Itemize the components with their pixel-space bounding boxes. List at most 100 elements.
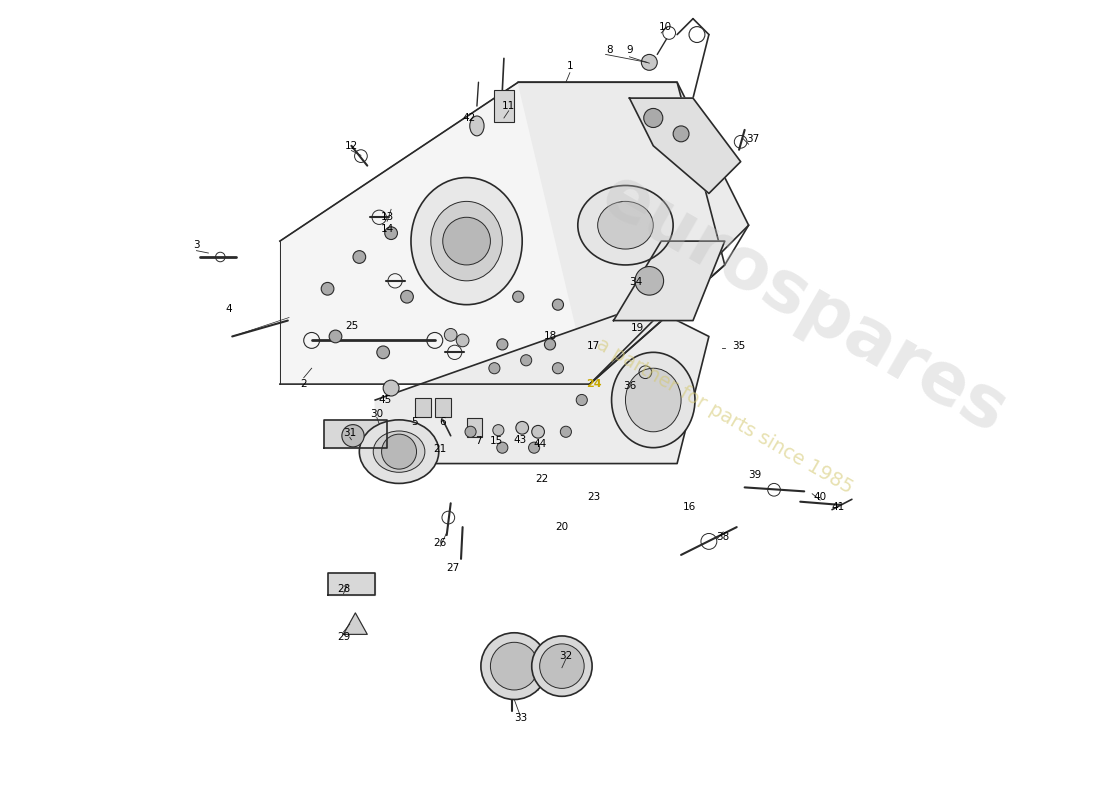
Text: 19: 19 (630, 323, 644, 334)
Circle shape (400, 290, 414, 303)
Text: eurospares: eurospares (590, 161, 1020, 449)
Polygon shape (328, 573, 375, 594)
Text: 20: 20 (556, 522, 569, 532)
Text: 28: 28 (337, 584, 350, 594)
Circle shape (383, 380, 399, 396)
Circle shape (443, 218, 491, 265)
Circle shape (576, 394, 587, 406)
Circle shape (520, 354, 531, 366)
Polygon shape (375, 305, 708, 463)
Text: 3: 3 (194, 240, 200, 250)
Text: 25: 25 (344, 321, 358, 331)
Text: 18: 18 (543, 331, 557, 342)
Text: 36: 36 (623, 381, 636, 390)
Circle shape (377, 346, 389, 358)
Text: 2: 2 (300, 379, 307, 389)
Text: 21: 21 (433, 444, 447, 454)
Circle shape (465, 426, 476, 438)
Text: 11: 11 (502, 101, 515, 111)
Ellipse shape (626, 368, 681, 432)
Text: 26: 26 (433, 538, 447, 548)
Text: 22: 22 (536, 474, 549, 485)
Circle shape (552, 362, 563, 374)
Polygon shape (629, 98, 740, 194)
Text: 12: 12 (344, 141, 358, 150)
Circle shape (531, 426, 544, 438)
Circle shape (635, 266, 663, 295)
Circle shape (481, 633, 548, 699)
Circle shape (544, 339, 556, 350)
Text: 37: 37 (746, 134, 759, 145)
Circle shape (528, 442, 540, 454)
Text: 31: 31 (343, 428, 356, 438)
Text: 5: 5 (411, 418, 418, 427)
Ellipse shape (360, 420, 439, 483)
Ellipse shape (578, 186, 673, 265)
Circle shape (497, 339, 508, 350)
Ellipse shape (597, 202, 653, 249)
Polygon shape (343, 613, 367, 634)
Text: 38: 38 (716, 532, 729, 542)
Ellipse shape (431, 202, 503, 281)
Circle shape (560, 426, 572, 438)
Circle shape (673, 126, 689, 142)
Text: 14: 14 (381, 224, 394, 234)
Circle shape (444, 329, 458, 342)
Text: 16: 16 (682, 502, 695, 512)
Text: 39: 39 (748, 470, 761, 481)
Text: 35: 35 (733, 341, 746, 351)
Circle shape (488, 362, 499, 374)
Ellipse shape (373, 431, 425, 472)
Polygon shape (518, 82, 749, 384)
Bar (466, 418, 483, 438)
Text: 41: 41 (830, 502, 844, 512)
Text: 42: 42 (462, 113, 475, 123)
Circle shape (497, 442, 508, 454)
Text: 13: 13 (381, 212, 394, 222)
Circle shape (552, 299, 563, 310)
Circle shape (456, 334, 469, 346)
Circle shape (491, 642, 538, 690)
Ellipse shape (470, 116, 484, 136)
Text: 32: 32 (559, 651, 572, 661)
Text: 43: 43 (514, 434, 527, 445)
Text: 1: 1 (566, 62, 573, 71)
Circle shape (385, 227, 397, 239)
Text: 8: 8 (606, 46, 613, 55)
Polygon shape (279, 82, 725, 384)
Text: 44: 44 (534, 438, 547, 449)
Circle shape (329, 330, 342, 342)
Circle shape (342, 425, 364, 447)
Text: 7: 7 (475, 436, 482, 446)
Text: 10: 10 (659, 22, 672, 32)
Text: 33: 33 (514, 713, 527, 722)
Bar (415, 398, 431, 418)
Text: 30: 30 (371, 410, 384, 419)
Text: 34: 34 (629, 278, 642, 287)
Circle shape (540, 644, 584, 688)
Text: 6: 6 (439, 418, 447, 427)
Text: 15: 15 (491, 436, 504, 446)
Text: 29: 29 (337, 632, 350, 642)
Circle shape (689, 26, 705, 42)
Text: 9: 9 (626, 46, 632, 55)
Circle shape (641, 54, 658, 70)
Circle shape (644, 109, 663, 127)
Circle shape (663, 26, 675, 39)
Text: 4: 4 (224, 304, 232, 314)
Circle shape (531, 636, 592, 696)
Text: 40: 40 (814, 492, 827, 502)
Text: 27: 27 (447, 563, 460, 574)
Circle shape (516, 422, 529, 434)
Ellipse shape (411, 178, 522, 305)
Bar (434, 398, 451, 418)
Circle shape (321, 282, 334, 295)
Text: 23: 23 (587, 492, 601, 502)
Text: 17: 17 (587, 341, 601, 351)
Text: 24: 24 (586, 379, 602, 389)
Circle shape (513, 291, 524, 302)
Ellipse shape (612, 352, 695, 448)
Polygon shape (614, 241, 725, 321)
Text: 45: 45 (378, 395, 392, 405)
Bar (494, 90, 515, 122)
